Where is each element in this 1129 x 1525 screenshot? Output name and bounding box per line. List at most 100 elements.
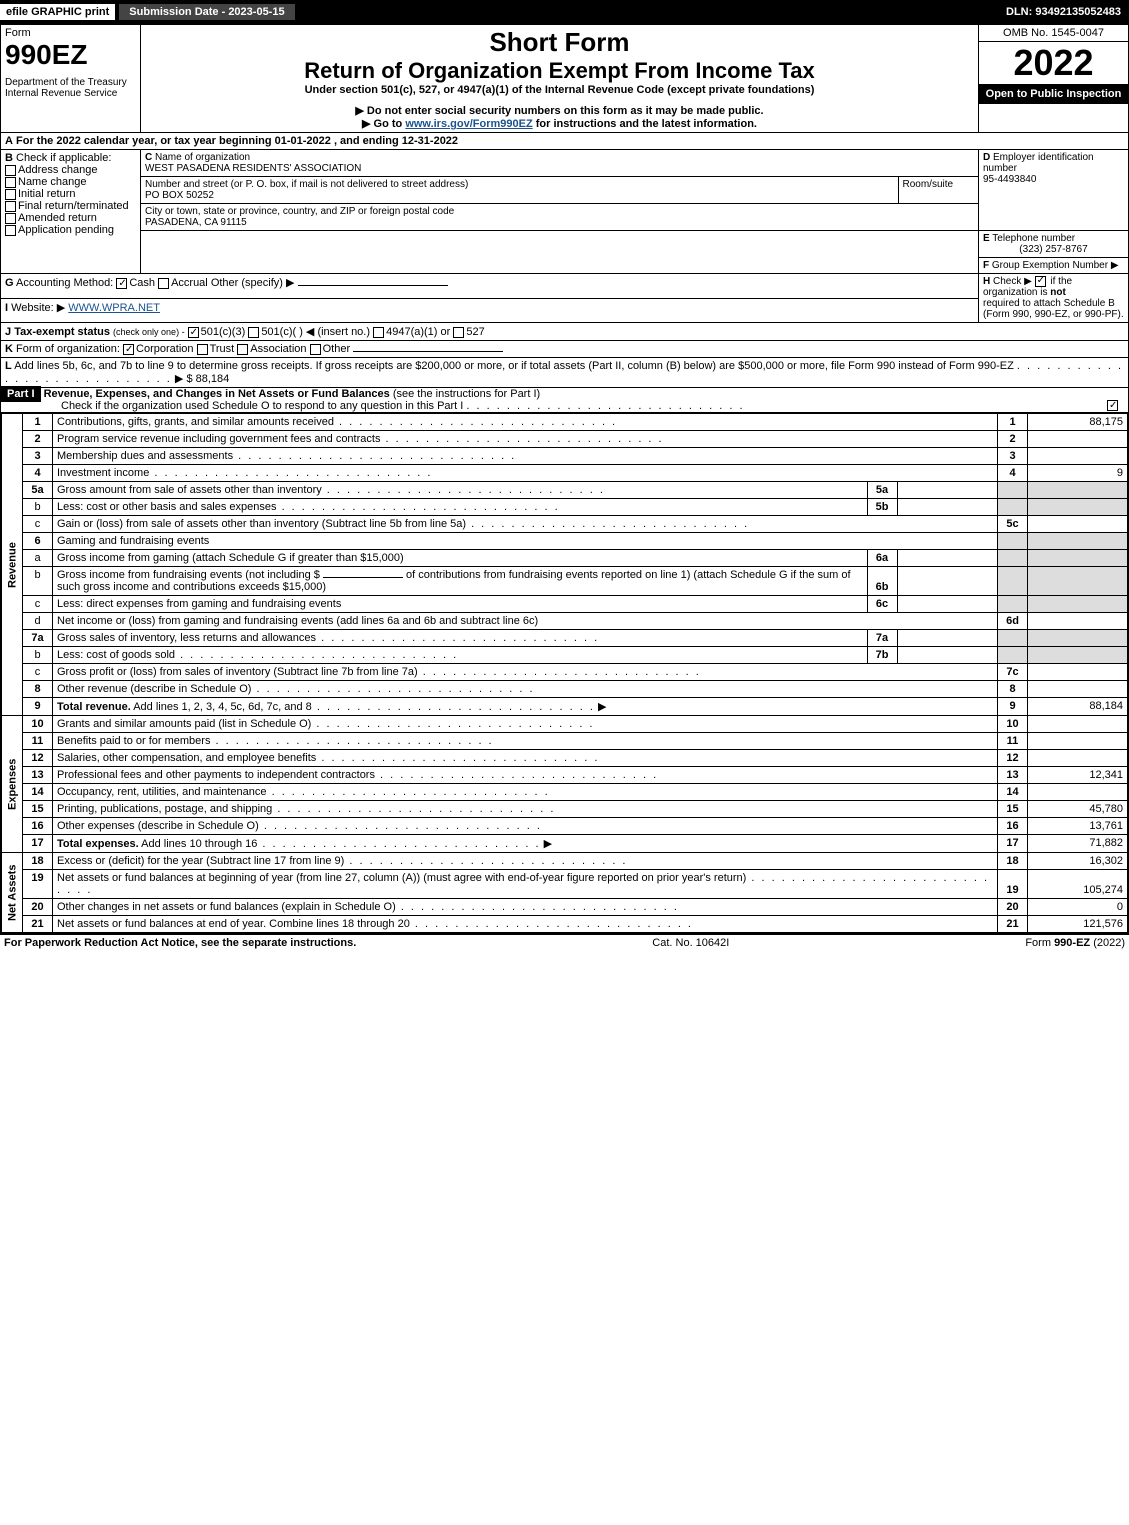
line-17-box: 17	[998, 835, 1028, 853]
line-14-desc: Occupancy, rent, utilities, and maintena…	[53, 784, 998, 801]
h-not: not	[1050, 287, 1066, 298]
checkbox-4947[interactable]	[373, 327, 384, 338]
line-5a-grey	[998, 482, 1028, 499]
l-arrow: ▶ $	[175, 373, 193, 385]
checkbox-trust[interactable]	[197, 344, 208, 355]
line-13-box: 13	[998, 767, 1028, 784]
checkbox-527[interactable]	[453, 327, 464, 338]
l4dots	[149, 467, 432, 479]
line-17-val: 71,882	[1028, 835, 1128, 853]
checkbox-final-return[interactable]	[5, 201, 16, 212]
irs-link[interactable]: www.irs.gov/Form990EZ	[405, 118, 532, 130]
f-label: F	[983, 260, 989, 271]
part-i-title: Revenue, Expenses, and Changes in Net As…	[44, 388, 390, 400]
l2dots	[380, 433, 663, 445]
line-18-val: 16,302	[1028, 853, 1128, 870]
line-9-no: 9	[23, 698, 53, 716]
l6aval	[897, 550, 997, 566]
section-j: J Tax-exempt status (check only one) - 5…	[1, 323, 1129, 341]
checkbox-initial-return[interactable]	[5, 189, 16, 200]
checkbox-other[interactable]	[310, 344, 321, 355]
j-label: J	[5, 326, 11, 338]
goto-text: ▶ Go to www.irs.gov/Form990EZ for instru…	[145, 117, 974, 130]
line-8-desc: Other revenue (describe in Schedule O)	[53, 681, 998, 698]
checkbox-accrual[interactable]	[158, 278, 169, 289]
l7bbox: 7b	[867, 647, 897, 663]
cb-label-2: Initial return	[18, 188, 75, 200]
checkbox-address-change[interactable]	[5, 165, 16, 176]
line-7c-box: 7c	[998, 664, 1028, 681]
line-5a-grey2	[1028, 482, 1128, 499]
line-14-box: 14	[998, 784, 1028, 801]
l11d: Benefits paid to or for members	[57, 735, 210, 747]
line-6-no: 6	[23, 533, 53, 550]
k-other-input[interactable]	[353, 351, 503, 352]
section-a: A For the 2022 calendar year, or tax yea…	[1, 133, 1129, 150]
l6bd: Gross income from fundraising events (no…	[53, 567, 867, 595]
line-13-val: 12,341	[1028, 767, 1128, 784]
checkbox-amended[interactable]	[5, 213, 16, 224]
checkbox-corp[interactable]	[123, 344, 134, 355]
org-name: WEST PASADENA RESIDENTS' ASSOCIATION	[145, 163, 361, 174]
checkbox-name-change[interactable]	[5, 177, 16, 188]
line-7a-grey2	[1028, 630, 1128, 647]
g-accrual: Accrual	[171, 277, 208, 289]
d-text: Employer identification number	[983, 152, 1094, 174]
g-text: Accounting Method:	[16, 277, 113, 289]
l5bval	[897, 499, 997, 515]
l19d: Net assets or fund balances at beginning…	[57, 872, 746, 884]
part-i-header-cell: Part I Revenue, Expenses, and Changes in…	[1, 388, 1129, 413]
g-cash: Cash	[129, 277, 155, 289]
l9dots	[312, 701, 595, 713]
line-16-box: 16	[998, 818, 1028, 835]
line-15-desc: Printing, publications, postage, and shi…	[53, 801, 998, 818]
l18d: Excess or (deficit) for the year (Subtra…	[57, 855, 344, 867]
line-13-desc: Professional fees and other payments to …	[53, 767, 998, 784]
j-opt2: 501(c)( ) ◀ (insert no.)	[261, 326, 370, 338]
line-9-box: 9	[998, 698, 1028, 716]
line-8-box: 8	[998, 681, 1028, 698]
i-text: Website: ▶	[11, 302, 65, 314]
city-label: City or town, state or province, country…	[145, 206, 454, 217]
l6b-blank[interactable]	[323, 577, 403, 578]
l21dots	[410, 918, 693, 930]
line-21-desc: Net assets or fund balances at end of ye…	[53, 916, 998, 933]
l10dots	[311, 718, 594, 730]
cb-label-5: Application pending	[18, 224, 114, 236]
k-opt1: Trust	[210, 343, 235, 355]
line-5b-grey	[998, 499, 1028, 516]
l5bbox: 5b	[867, 499, 897, 515]
line-12-no: 12	[23, 750, 53, 767]
l9d2: Add lines 1, 2, 3, 4, 5c, 6d, 7c, and 8	[131, 701, 312, 713]
checkbox-pending[interactable]	[5, 225, 16, 236]
phone-value: (323) 257-8767	[983, 244, 1124, 255]
irs-label: Internal Revenue Service	[5, 88, 136, 99]
line-6a-desc: Gross income from gaming (attach Schedul…	[53, 550, 998, 567]
line-20-desc: Other changes in net assets or fund bala…	[53, 899, 998, 916]
checkbox-501c3[interactable]	[188, 327, 199, 338]
j-opt1: 501(c)(3)	[201, 326, 246, 338]
section-b: B Check if applicable: Address change Na…	[1, 150, 141, 274]
checkbox-assoc[interactable]	[237, 344, 248, 355]
l-label: L	[5, 360, 12, 372]
l14d: Occupancy, rent, utilities, and maintena…	[57, 786, 267, 798]
street-value: PO BOX 50252	[145, 190, 214, 201]
line-7b-no: b	[23, 647, 53, 664]
line-19-no: 19	[23, 870, 53, 899]
h-pre: Check ▶	[993, 276, 1032, 287]
open-public-badge: Open to Public Inspection	[979, 84, 1128, 104]
line-2-box: 2	[998, 431, 1028, 448]
website-link[interactable]: WWW.WPRA.NET	[68, 302, 160, 314]
checkbox-h[interactable]	[1035, 276, 1046, 287]
checkbox-501c[interactable]	[248, 327, 259, 338]
checkbox-schedule-o[interactable]	[1107, 400, 1118, 411]
g-other: Other (specify) ▶	[211, 277, 295, 289]
g-other-input[interactable]	[298, 285, 448, 286]
checkbox-cash[interactable]	[116, 278, 127, 289]
line-4-box: 4	[998, 465, 1028, 482]
g-label: G	[5, 277, 14, 289]
l5adots	[322, 484, 605, 496]
line-3-no: 3	[23, 448, 53, 465]
c-street-row: Number and street (or P. O. box, if mail…	[141, 177, 978, 204]
l4d: Investment income	[57, 467, 149, 479]
